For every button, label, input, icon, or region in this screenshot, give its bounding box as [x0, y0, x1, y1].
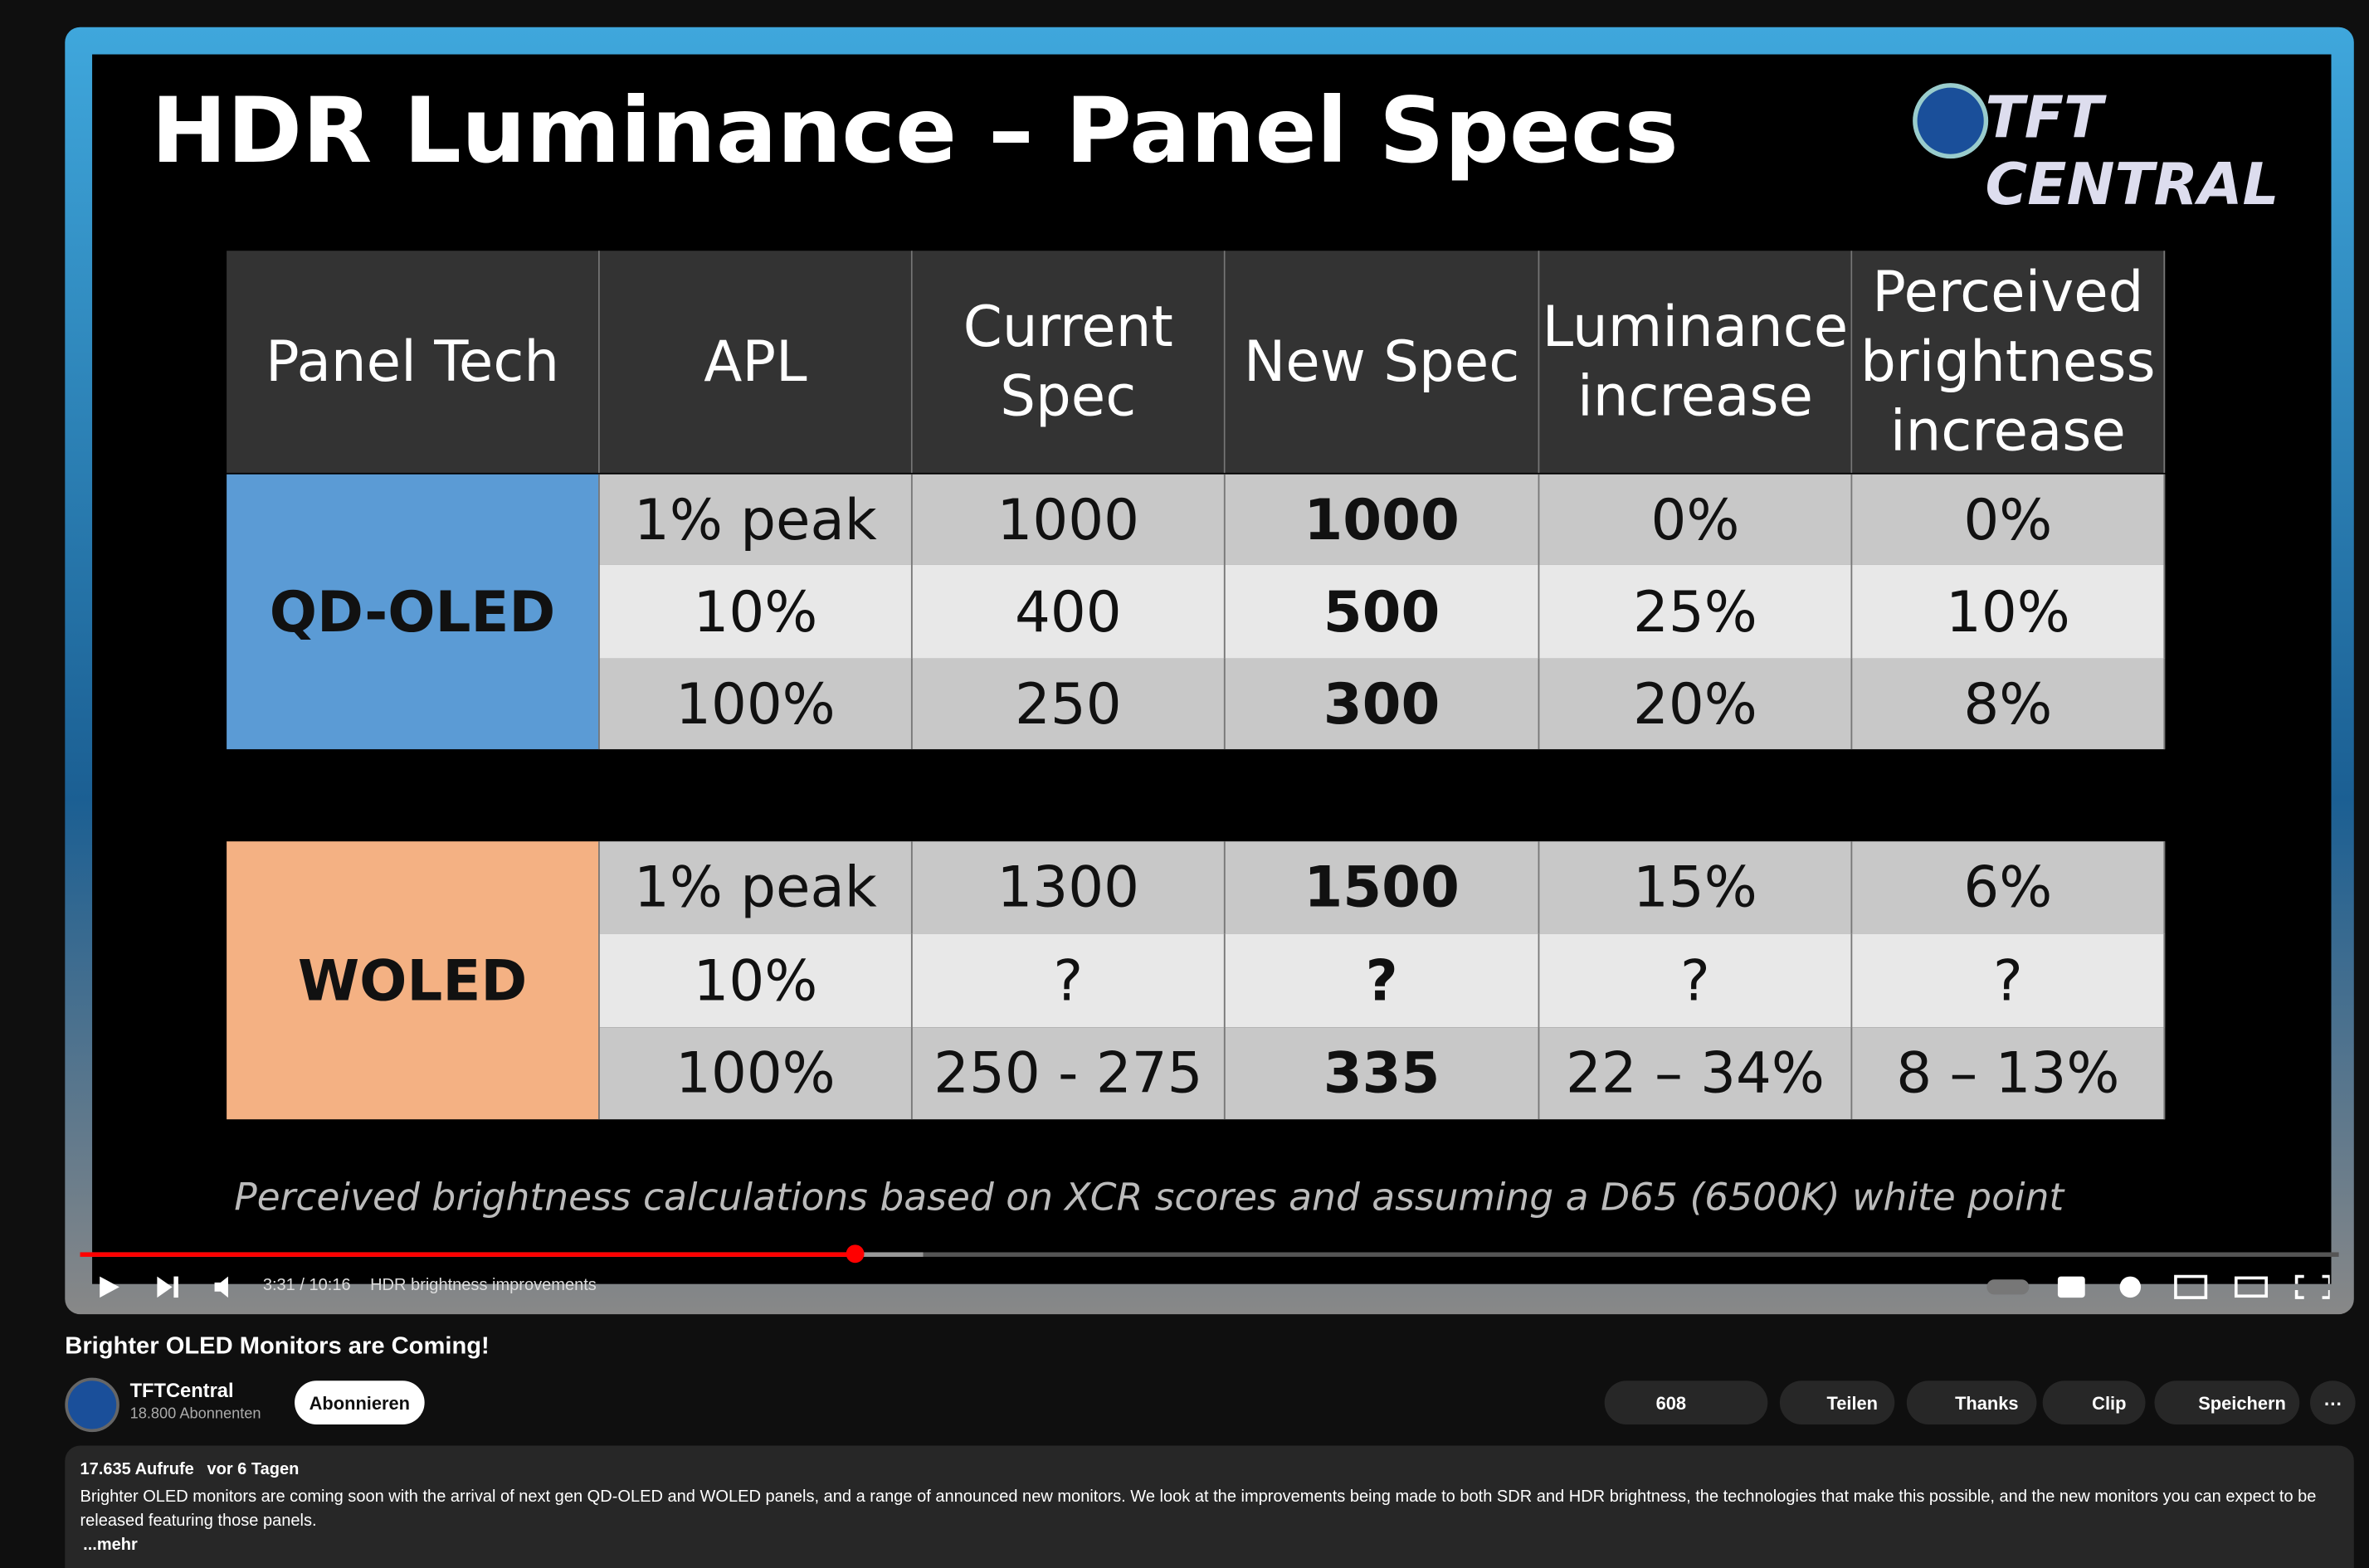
chapter[interactable]: HDR brightness improvements — [370, 1276, 597, 1295]
progress-track[interactable] — [80, 1252, 2339, 1257]
table-cell: 1300 — [912, 841, 1226, 934]
table-cell: 100% — [599, 658, 913, 750]
header-cell: Panel Tech — [227, 251, 600, 473]
table-cell: 335 — [1225, 1027, 1540, 1120]
table-cell: 400 — [912, 564, 1226, 659]
table-cell: 1% peak — [599, 474, 913, 565]
header-cell: New Spec — [1225, 251, 1540, 473]
table-cell: 250 - 275 — [912, 1027, 1226, 1120]
more-link[interactable]: ...mehr — [83, 1536, 138, 1555]
table-cell: 250 — [912, 658, 1226, 750]
description-box[interactable] — [65, 1445, 2354, 1568]
table-cell: 100% — [599, 1027, 913, 1120]
video-title: Brighter OLED Monitors are Coming! — [65, 1333, 490, 1360]
action-button[interactable]: Clip — [2042, 1381, 2146, 1425]
action-button[interactable]: Thanks — [1906, 1381, 2037, 1425]
table-cell: 10% — [599, 933, 913, 1028]
table-cell: 8 – 13% — [1852, 1027, 2166, 1120]
like-button[interactable]: 608 — [1604, 1381, 1768, 1425]
table-cell: 1000 — [912, 474, 1226, 565]
header-cell: Luminance increase — [1539, 251, 1853, 473]
slide-title: HDR Luminance – Panel Specs — [151, 78, 1679, 185]
subscriber-count: 18.800 Abonnenten — [129, 1406, 261, 1424]
logo: TFT CENTRAL — [1985, 84, 2279, 218]
table-cell: 1000 — [1225, 474, 1540, 565]
upload-date: vor 6 Tagen — [207, 1460, 300, 1479]
table-cell: ? — [912, 933, 1226, 1028]
scrubber[interactable] — [846, 1244, 865, 1264]
panel-cell: QD-OLED — [227, 474, 600, 750]
table-cell: 6% — [1852, 841, 2166, 934]
table-cell: 10% — [599, 564, 913, 659]
table-cell: 1500 — [1225, 841, 1540, 934]
table-cell: 500 — [1225, 564, 1540, 659]
description: Brighter OLED monitors are coming soon w… — [80, 1488, 2317, 1531]
header-cell: Current Spec — [912, 251, 1226, 473]
table-cell: 0% — [1539, 474, 1853, 565]
table-cell: 0% — [1852, 474, 2166, 565]
table-cell: ? — [1539, 933, 1853, 1028]
progress-played — [80, 1252, 855, 1257]
more-button[interactable]: ⋯ — [2310, 1381, 2356, 1425]
action-button[interactable]: Speichern — [2154, 1381, 2300, 1425]
views: 17.635 Aufrufe — [80, 1460, 194, 1479]
table-cell: ? — [1225, 933, 1540, 1028]
table-cell: 8% — [1852, 658, 2166, 750]
table-cell: 25% — [1539, 564, 1853, 659]
action-button[interactable]: Teilen — [1779, 1381, 1895, 1425]
table-cell: 1% peak — [599, 841, 913, 934]
subscribe-button[interactable]: Abonnieren — [295, 1381, 425, 1425]
channel-name[interactable]: TFTCentral — [129, 1379, 234, 1402]
player-settings[interactable] — [1982, 1272, 2330, 1302]
table-cell: 300 — [1225, 658, 1540, 750]
footnote: Perceived brightness calculations based … — [234, 1175, 2064, 1220]
time: 3:31 / 10:16 — [262, 1276, 351, 1295]
table-cell: ? — [1852, 933, 2166, 1028]
player-controls[interactable] — [90, 1272, 256, 1302]
table-cell: 20% — [1539, 658, 1853, 750]
channel-avatar[interactable] — [65, 1377, 119, 1433]
logo-icon — [1913, 83, 1989, 159]
panel-cell: WOLED — [227, 841, 600, 1120]
header-cell: APL — [599, 251, 913, 473]
table-cell: 22 – 34% — [1539, 1027, 1853, 1120]
table-cell: 10% — [1852, 564, 2166, 659]
table-cell: 15% — [1539, 841, 1853, 934]
header-cell: Perceived brightness increase — [1852, 251, 2166, 473]
